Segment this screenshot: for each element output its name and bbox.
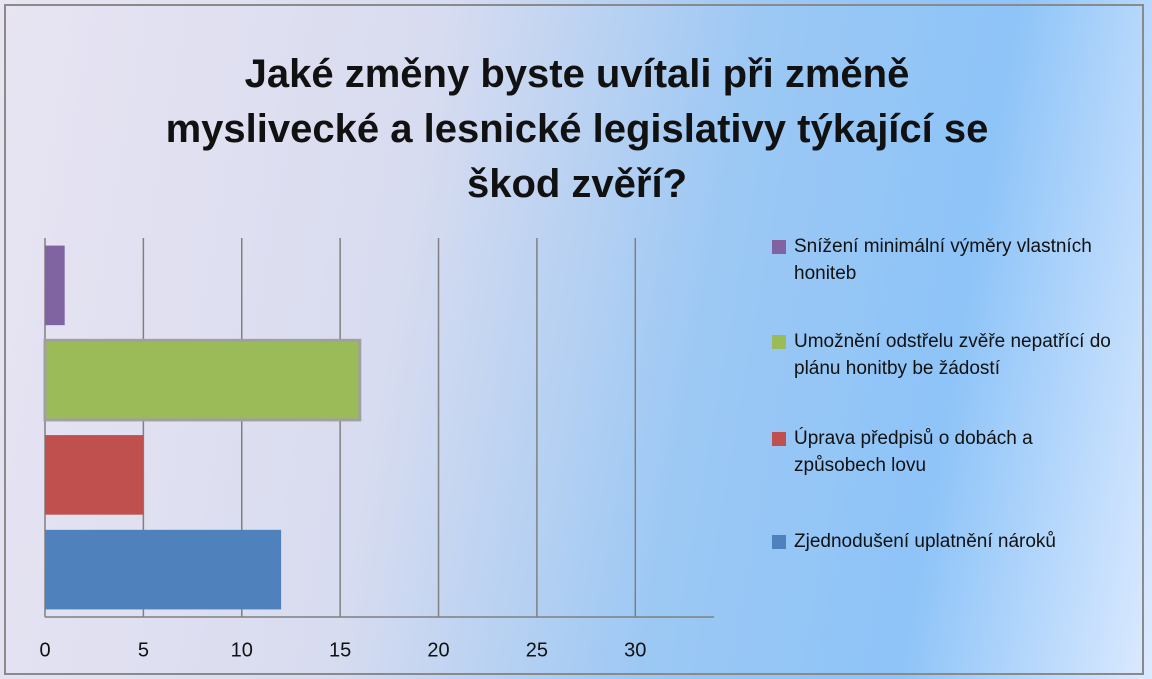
x-tick-label: 10 bbox=[231, 639, 253, 661]
x-tick-label: 5 bbox=[138, 639, 149, 661]
x-tick-label: 15 bbox=[329, 639, 351, 661]
bar bbox=[45, 529, 282, 610]
x-tick-label: 0 bbox=[39, 639, 50, 661]
frame bbox=[4, 4, 1144, 675]
legend-swatch bbox=[772, 240, 786, 254]
legend-label: Umožnění odstřelu zvěře nepatřící do plá… bbox=[794, 331, 1111, 379]
chart-title: myslivecké a lesnické legislativy týkají… bbox=[166, 107, 989, 151]
legend-label: Zjednodušení uplatnění nároků bbox=[794, 531, 1056, 552]
bar bbox=[45, 435, 144, 515]
x-tick-label: 20 bbox=[427, 639, 449, 661]
chart-title: škod zvěří? bbox=[467, 162, 687, 206]
legend-label: Snížení minimální výměry vlastních honit… bbox=[794, 236, 1092, 284]
x-tick-label: 25 bbox=[526, 639, 548, 661]
chart-title: Jaké změny byste uvítali při změně bbox=[245, 52, 910, 96]
legend-label: Úprava předpisů o dobách a způsobech lov… bbox=[794, 428, 1033, 476]
bar bbox=[45, 245, 65, 326]
legend-swatch bbox=[772, 535, 786, 549]
x-tick-label: 30 bbox=[624, 639, 646, 661]
legend-swatch bbox=[772, 335, 786, 349]
legend-swatch bbox=[772, 432, 786, 446]
bar bbox=[43, 338, 362, 422]
